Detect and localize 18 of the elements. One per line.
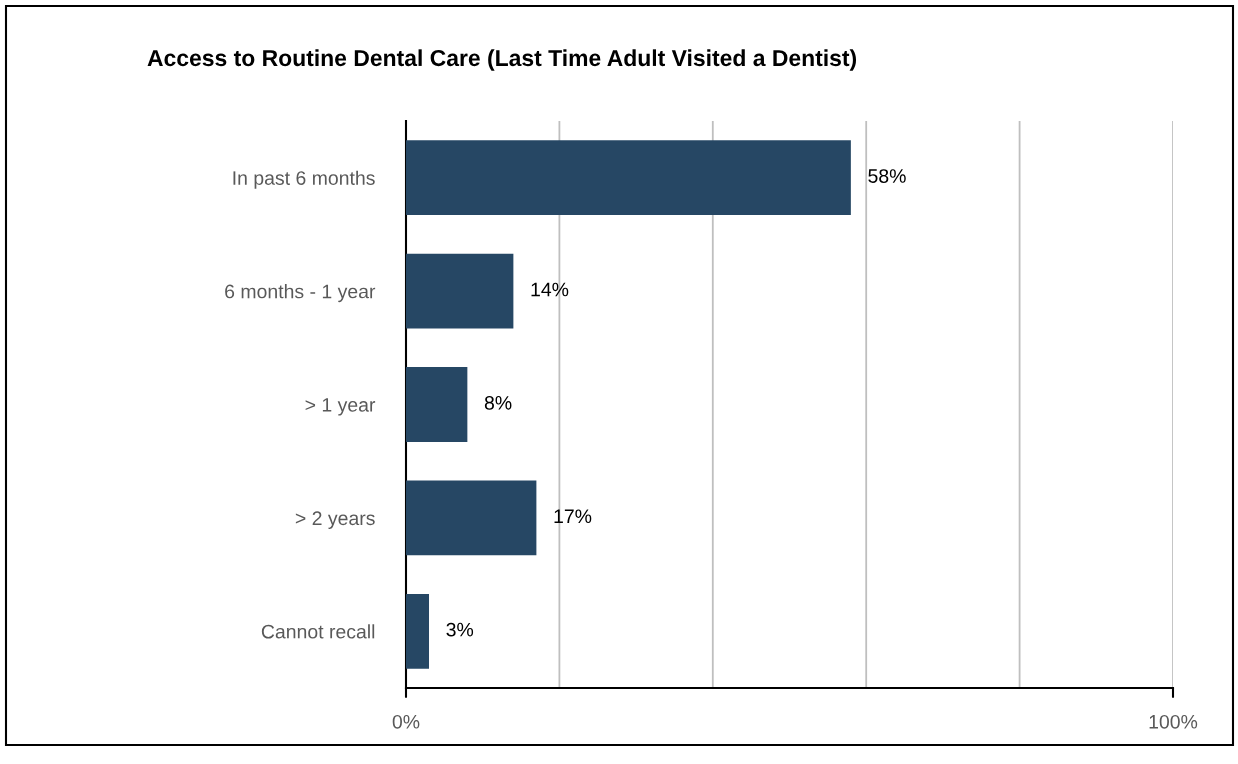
x-tick-label: 0%: [392, 714, 420, 729]
y-tick-label: Cannot recall: [261, 624, 375, 639]
y-tick-label: > 2 years: [295, 511, 375, 529]
bar: [406, 253, 514, 329]
bar: [406, 140, 851, 216]
data-label: 3%: [446, 622, 474, 637]
data-label: 58%: [868, 169, 906, 183]
bar: [406, 367, 468, 442]
data-label: 17%: [554, 509, 592, 524]
y-tick-label: > 1 year: [305, 398, 376, 416]
data-label: 8%: [484, 395, 512, 410]
data-label: 14%: [531, 282, 569, 297]
chart-title: Access to Routine Dental Care (Last Time Adult Visited a Dentist): [147, 49, 857, 71]
x-tick-label: 100%: [1149, 714, 1198, 729]
y-tick-label: In past 6 months: [233, 170, 375, 189]
y-tick-label: 6 months - 1 year: [225, 284, 376, 303]
bar: [406, 480, 537, 556]
bar: [406, 593, 430, 669]
